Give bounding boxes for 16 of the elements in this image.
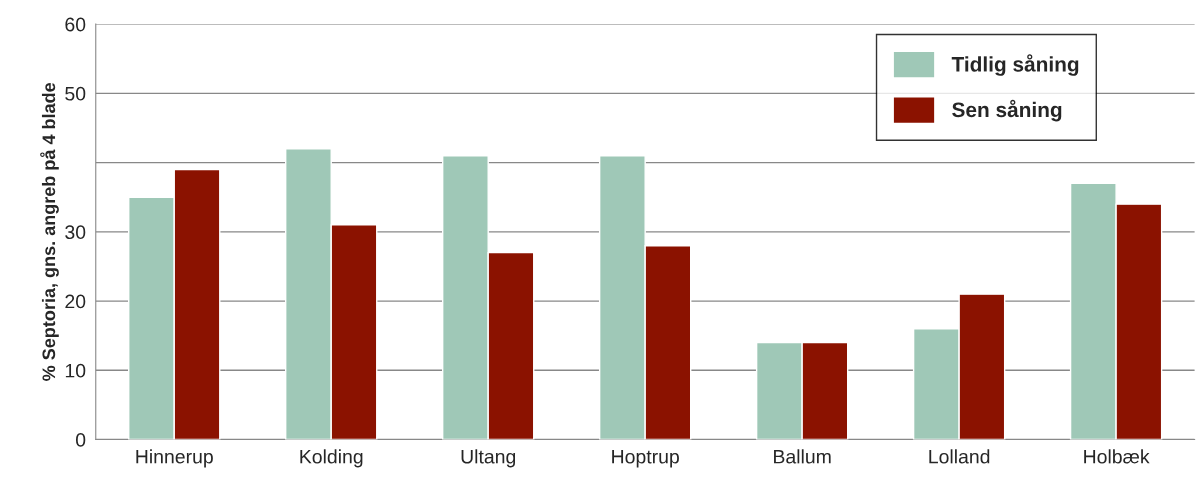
x-tick-label: Ballum [774,449,831,464]
legend-label: Tidlig såning [951,54,1079,76]
y-tick-label: 50 [65,86,86,101]
legend-label: Sen såning [952,99,1062,122]
y-tick-label: 60 [65,17,86,32]
x-tick-label: Hinnerup [136,449,213,468]
y-tick-label: 30 [65,225,86,240]
x-tick-label: Hoptrup [612,449,679,468]
x-tick-label: Ultang [461,449,516,468]
x-tick-label: Holbæk [1084,449,1150,464]
x-tick-label: Lolland [929,449,990,464]
y-tick-label: 20 [65,294,86,309]
x-tick-label: Kolding [300,449,363,468]
y-axis-title: % Septoria, gns. angreb på 4 blade [40,82,59,381]
y-tick-label: 0 [75,433,86,447]
y-tick-label: 10 [65,363,86,378]
